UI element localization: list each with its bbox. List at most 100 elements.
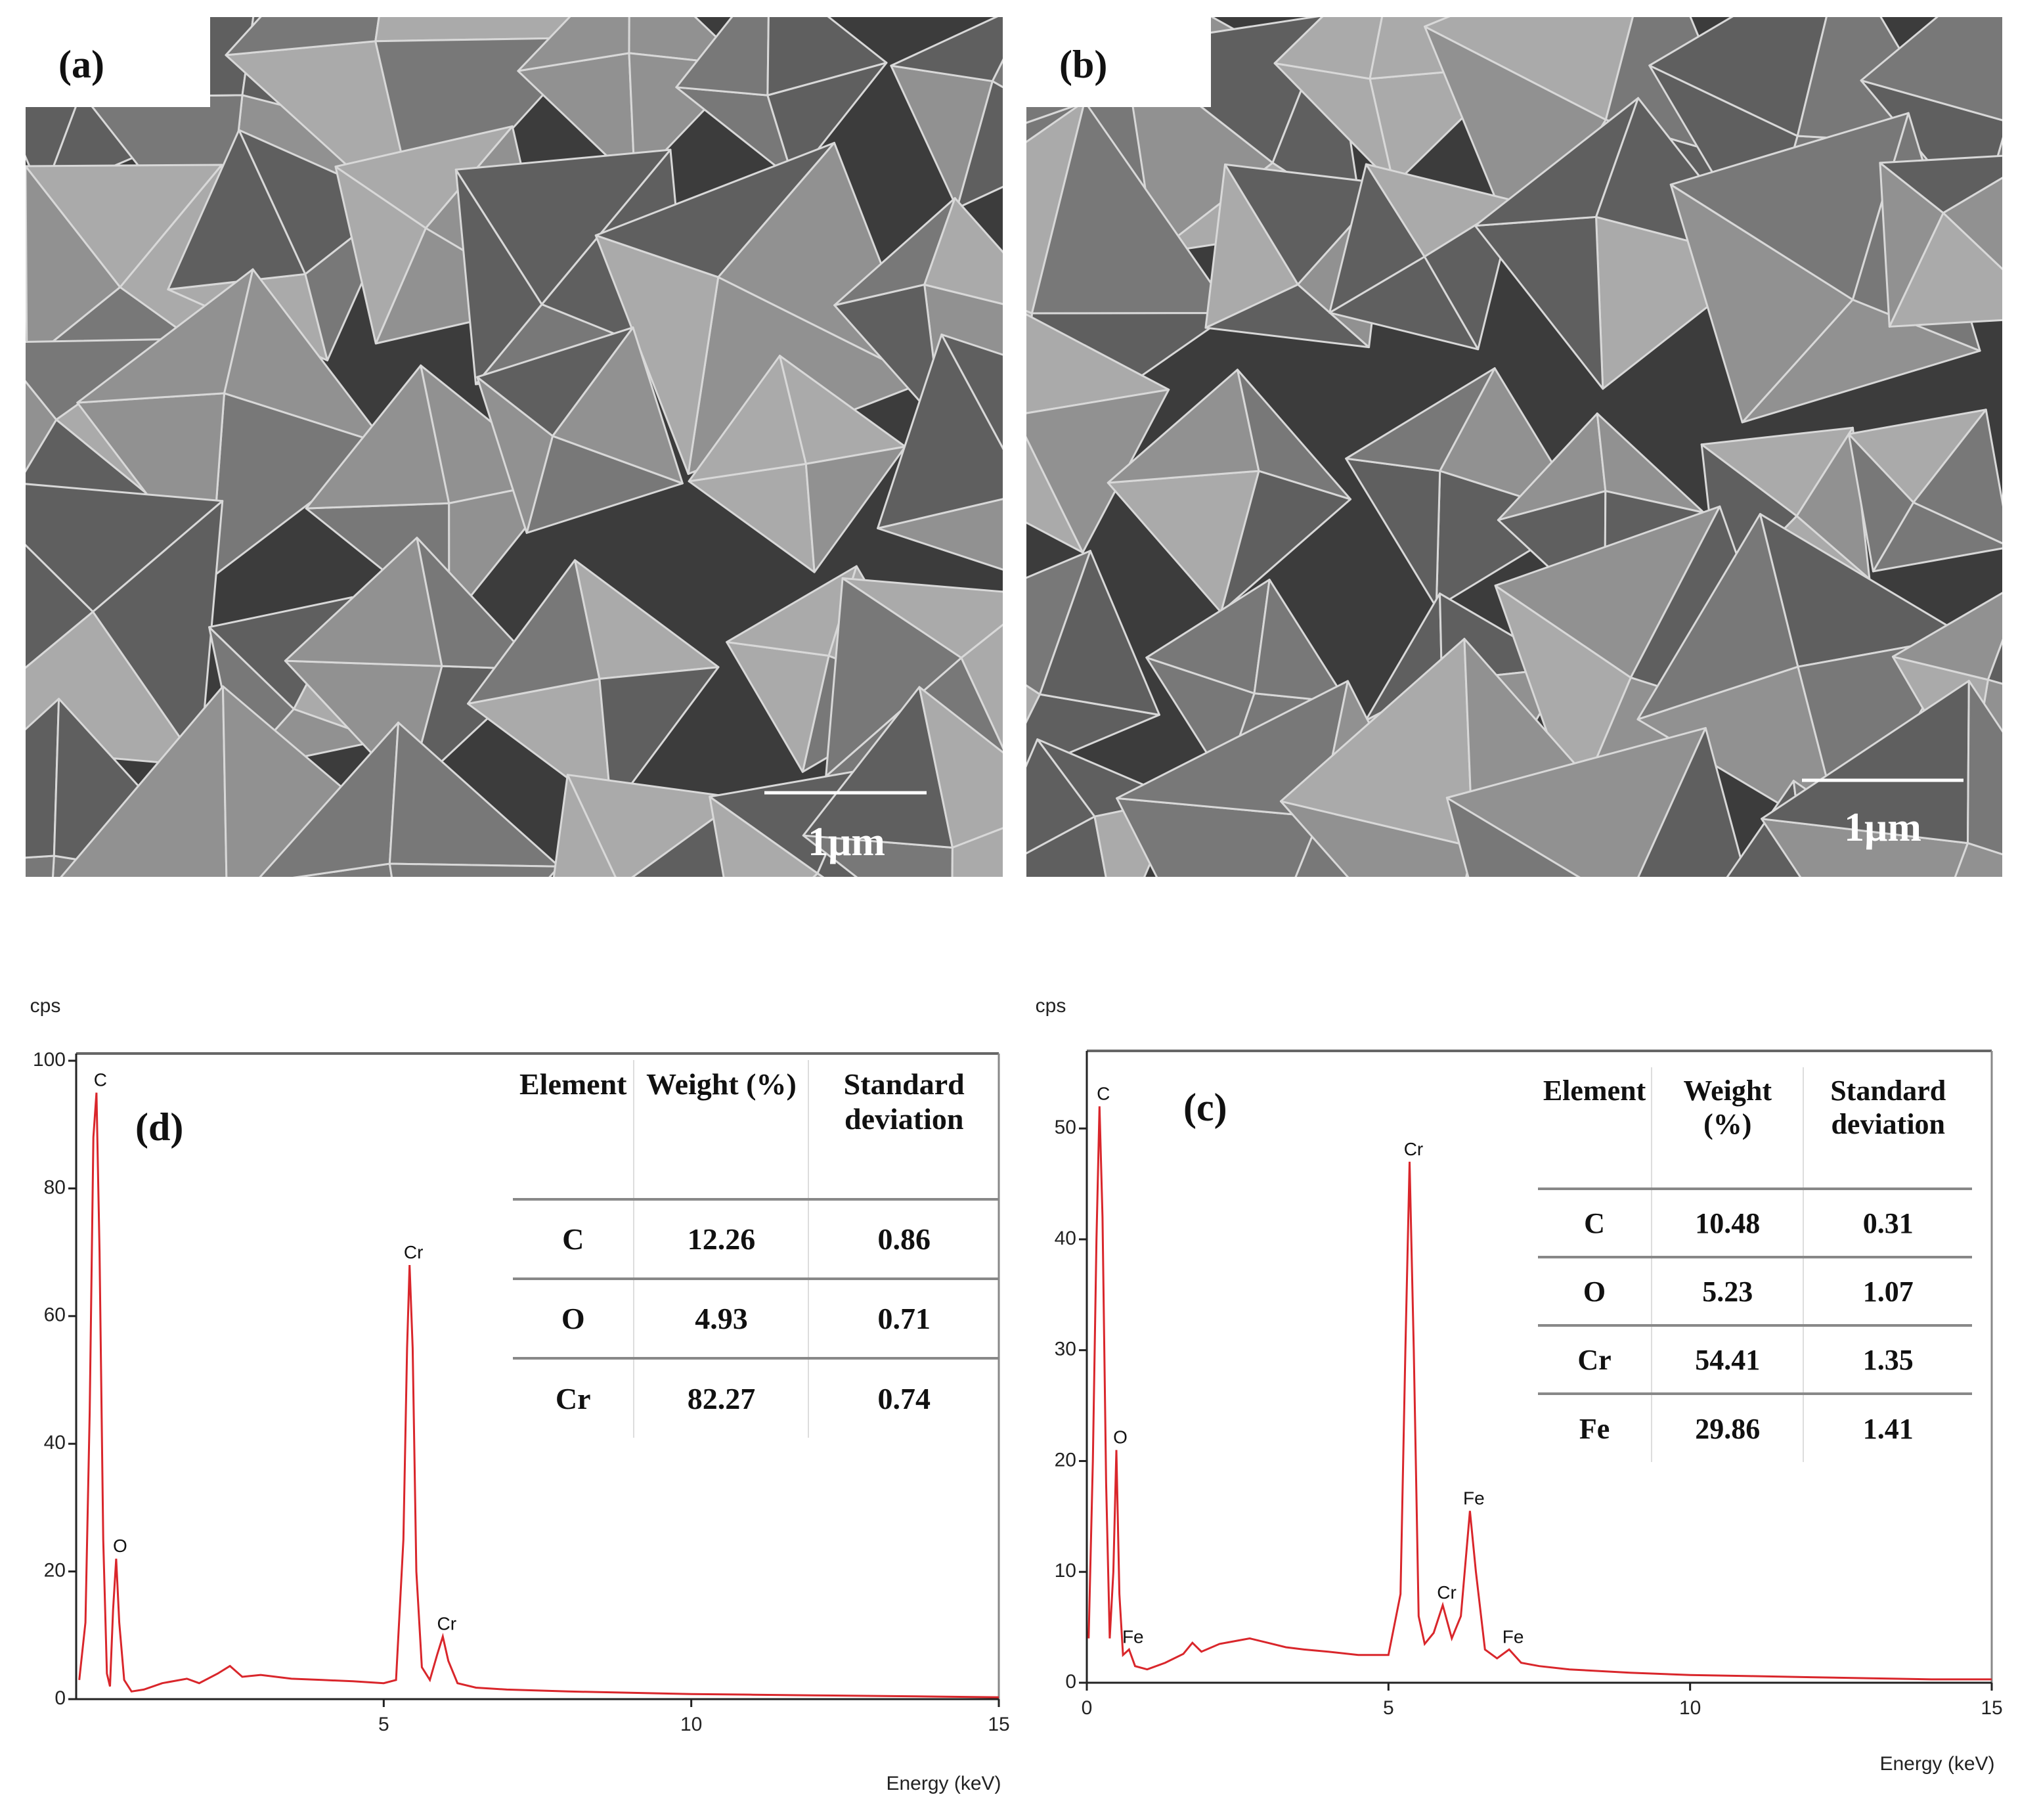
table-cell: 10.48	[1651, 1189, 1804, 1258]
table-header-row: Element Weight (%) Standard deviation	[513, 1060, 999, 1201]
table-cell: 4.93	[633, 1279, 809, 1360]
table-header-cell: Weight (%)	[1651, 1067, 1804, 1190]
table-cell: 5.23	[1651, 1257, 1804, 1327]
y-tick-label: 40	[44, 1432, 66, 1454]
table-row: Fe 29.86 1.41	[1538, 1394, 1972, 1462]
table-cell: 0.86	[808, 1199, 999, 1280]
x-tick-label: 15	[1981, 1697, 2002, 1719]
crystal-face	[1701, 897, 1835, 1006]
table-cell: Cr	[1538, 1325, 1652, 1395]
crystal-face	[1912, 409, 2002, 544]
table-cell: 29.86	[1651, 1394, 1804, 1462]
panel-label: (b)	[1059, 43, 1107, 86]
peak-label: Cr	[437, 1614, 456, 1634]
table-cell: Cr	[555, 1382, 591, 1415]
x-tick-label: 5	[1383, 1697, 1394, 1719]
crystal-face	[804, 445, 907, 573]
crystal-face	[223, 268, 387, 446]
crystal-face	[1942, 177, 2002, 271]
panel-label: (c)	[1183, 1086, 1227, 1129]
crystal-face	[1891, 592, 2002, 681]
table-cell: 54.41	[1651, 1325, 1804, 1395]
peak-label: O	[1113, 1427, 1128, 1448]
sem-content	[1026, 0, 2018, 1006]
crystal-face	[416, 537, 541, 671]
crystal-face	[960, 623, 1003, 750]
crystal-face	[1038, 550, 1160, 716]
scale-bar-label: 1μm	[1844, 805, 1921, 850]
table-row: Cr 82.27 0.74	[513, 1358, 999, 1438]
table-row: O 5.23 1.07	[1538, 1257, 1972, 1327]
table-row: Cr 54.41 1.35	[1538, 1325, 1972, 1395]
y-tick-label: 20	[1055, 1449, 1076, 1471]
composition-table: Element Weight (%) Standard deviation C 10.4…	[1538, 1067, 1972, 1462]
crystal-face	[923, 197, 1003, 305]
table-header-cell: Standard deviation	[808, 1060, 999, 1201]
crystal-face	[26, 380, 58, 473]
crystal-face	[1116, 797, 1321, 877]
peak-label: Cr	[404, 1242, 424, 1262]
crystal-face	[388, 862, 560, 877]
y-tick-label: 80	[44, 1176, 66, 1198]
x-axis-title: Energy (keV)	[1879, 1753, 1994, 1775]
crystal-face	[631, 797, 743, 877]
peak-label: Fe	[1463, 1488, 1485, 1508]
scale-bar-label: 1μm	[808, 820, 885, 864]
peak-label: Cr	[1404, 1139, 1424, 1159]
crystal-face	[26, 543, 95, 669]
crystal-face	[1026, 684, 1041, 724]
crystal-face	[26, 855, 55, 877]
table-cell: 0.31	[1803, 1189, 1972, 1258]
table-cell: Fe	[1579, 1412, 1610, 1445]
crystal-face	[812, 872, 825, 877]
table-cell: C	[1538, 1189, 1652, 1258]
spectrum-line	[78, 1092, 999, 1698]
label-box	[1026, 17, 1211, 107]
sem-image: (a) 1μm	[26, 17, 1003, 971]
crystal-face	[940, 333, 1003, 451]
table-row: C 12.26 0.86	[513, 1199, 999, 1280]
crystal-face	[51, 855, 192, 877]
crystal-face	[2002, 0, 2018, 122]
y-tick-label: 100	[33, 1049, 66, 1071]
x-tick-label: 10	[1679, 1697, 1701, 1719]
peak-label: Fe	[1503, 1626, 1524, 1647]
table-cell: 1.41	[1803, 1394, 1972, 1462]
crystal-face	[1966, 680, 2002, 856]
peak-label: C	[1097, 1083, 1110, 1103]
crystal-face	[544, 886, 718, 971]
composition-table: Element Weight (%) Standard deviation C 12.2…	[513, 1060, 999, 1438]
table-header-cell: Standard deviation	[1803, 1067, 1972, 1190]
x-tick-label: 0	[1082, 1697, 1093, 1719]
spectrum-line	[1087, 1106, 1992, 1681]
crystal-face	[552, 326, 684, 485]
crystal-face	[324, 850, 418, 877]
table-cell: O	[1538, 1257, 1652, 1327]
crystal-face	[1954, 842, 2002, 877]
peak-label: Cr	[1437, 1582, 1457, 1603]
crystal-face	[598, 666, 720, 812]
y-axis-title: cps	[1036, 995, 1066, 1017]
y-tick-label: 0	[1065, 1671, 1076, 1693]
peak-label: Fe	[1122, 1626, 1144, 1647]
crystal-face	[991, 58, 1003, 89]
panel-label: (d)	[135, 1105, 183, 1149]
y-tick-label: 60	[44, 1304, 66, 1326]
y-tick-label: 0	[55, 1687, 66, 1709]
table-cell: 1.35	[1803, 1325, 1972, 1395]
peak-label: C	[94, 1070, 107, 1090]
crystal-face	[1273, 17, 1384, 80]
label-box	[26, 17, 210, 107]
crystal-face	[766, 62, 888, 181]
table-cell: O	[513, 1279, 634, 1360]
y-tick-label: 10	[1055, 1560, 1076, 1582]
panel-label: (a)	[58, 43, 104, 86]
table-cell: 0.71	[808, 1279, 999, 1360]
table-cell: 0.74	[808, 1358, 999, 1438]
y-tick-label: 50	[1055, 1117, 1076, 1138]
crystal-face	[918, 686, 1003, 849]
table-row: C 10.48 0.31	[1538, 1189, 1972, 1258]
y-tick-label: 40	[1055, 1228, 1076, 1249]
y-tick-label: 20	[44, 1560, 66, 1582]
